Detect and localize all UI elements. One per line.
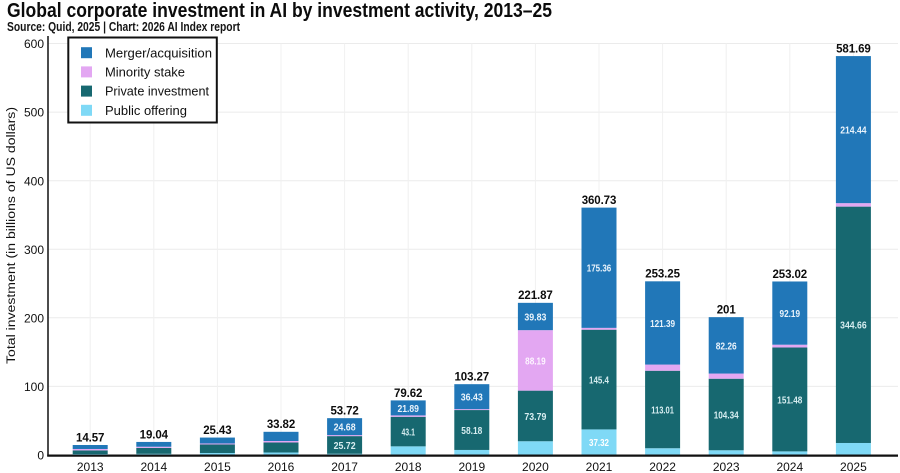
svg-text:79.62: 79.62 (394, 388, 422, 400)
svg-text:2023: 2023 (713, 460, 740, 473)
svg-text:2021: 2021 (586, 460, 613, 473)
svg-text:300: 300 (24, 243, 44, 257)
svg-text:73.79: 73.79 (524, 412, 546, 423)
svg-text:104.34: 104.34 (714, 410, 739, 421)
svg-text:43.1: 43.1 (401, 427, 415, 438)
svg-text:Minority stake: Minority stake (105, 65, 185, 80)
svg-text:121.39: 121.39 (650, 319, 675, 330)
svg-text:92.19: 92.19 (780, 309, 801, 320)
svg-text:200: 200 (24, 311, 44, 325)
svg-text:214.44: 214.44 (840, 126, 867, 137)
svg-text:2025: 2025 (840, 460, 867, 473)
svg-text:2016: 2016 (268, 460, 295, 473)
svg-text:Global corporate investment in: Global corporate investment in AI by inv… (7, 0, 552, 22)
svg-text:103.27: 103.27 (455, 372, 490, 384)
svg-text:Private investment: Private investment (105, 84, 209, 99)
svg-text:Public offering: Public offering (105, 103, 187, 118)
svg-text:145.4: 145.4 (589, 375, 609, 386)
svg-text:25.43: 25.43 (203, 425, 231, 437)
svg-text:344.66: 344.66 (840, 321, 867, 332)
svg-text:2013: 2013 (77, 460, 104, 473)
svg-text:82.26: 82.26 (716, 341, 737, 352)
svg-text:Merger/acquisition: Merger/acquisition (105, 45, 212, 60)
svg-text:2020: 2020 (522, 460, 549, 473)
svg-text:253.25: 253.25 (645, 269, 680, 281)
svg-text:151.48: 151.48 (777, 395, 802, 406)
svg-text:201: 201 (717, 305, 737, 317)
svg-text:113.01: 113.01 (651, 405, 674, 416)
svg-text:500: 500 (24, 106, 44, 120)
svg-text:24.68: 24.68 (334, 423, 356, 434)
svg-text:58.18: 58.18 (461, 426, 482, 437)
svg-text:2015: 2015 (204, 460, 231, 473)
svg-text:36.43: 36.43 (461, 393, 483, 404)
svg-text:39.83: 39.83 (524, 312, 546, 323)
svg-text:100: 100 (24, 380, 44, 394)
svg-text:Source: Quid, 2025 | Chart: 20: Source: Quid, 2025 | Chart: 2026 AI Inde… (7, 19, 241, 34)
svg-text:33.82: 33.82 (267, 419, 295, 431)
svg-text:2018: 2018 (395, 460, 422, 473)
svg-text:2024: 2024 (776, 460, 803, 473)
svg-text:221.87: 221.87 (518, 290, 553, 302)
svg-text:2019: 2019 (458, 460, 485, 473)
svg-text:Total investment (in billions: Total investment (in billions of US doll… (6, 107, 18, 364)
svg-text:600: 600 (24, 37, 44, 51)
svg-text:19.04: 19.04 (140, 429, 169, 441)
svg-text:21.89: 21.89 (397, 404, 419, 415)
svg-text:37.32: 37.32 (589, 438, 609, 449)
svg-text:175.36: 175.36 (587, 264, 612, 275)
svg-text:253.02: 253.02 (773, 269, 808, 281)
svg-text:2017: 2017 (331, 460, 358, 473)
svg-text:581.69: 581.69 (836, 44, 871, 56)
svg-text:2022: 2022 (649, 460, 676, 473)
svg-text:360.73: 360.73 (582, 195, 617, 207)
svg-text:2014: 2014 (140, 460, 167, 473)
svg-text:53.72: 53.72 (330, 406, 358, 418)
svg-text:0: 0 (37, 449, 44, 463)
svg-text:400: 400 (24, 174, 44, 188)
svg-text:25.72: 25.72 (334, 441, 356, 452)
svg-text:14.57: 14.57 (76, 432, 104, 444)
svg-text:88.19: 88.19 (525, 356, 546, 367)
